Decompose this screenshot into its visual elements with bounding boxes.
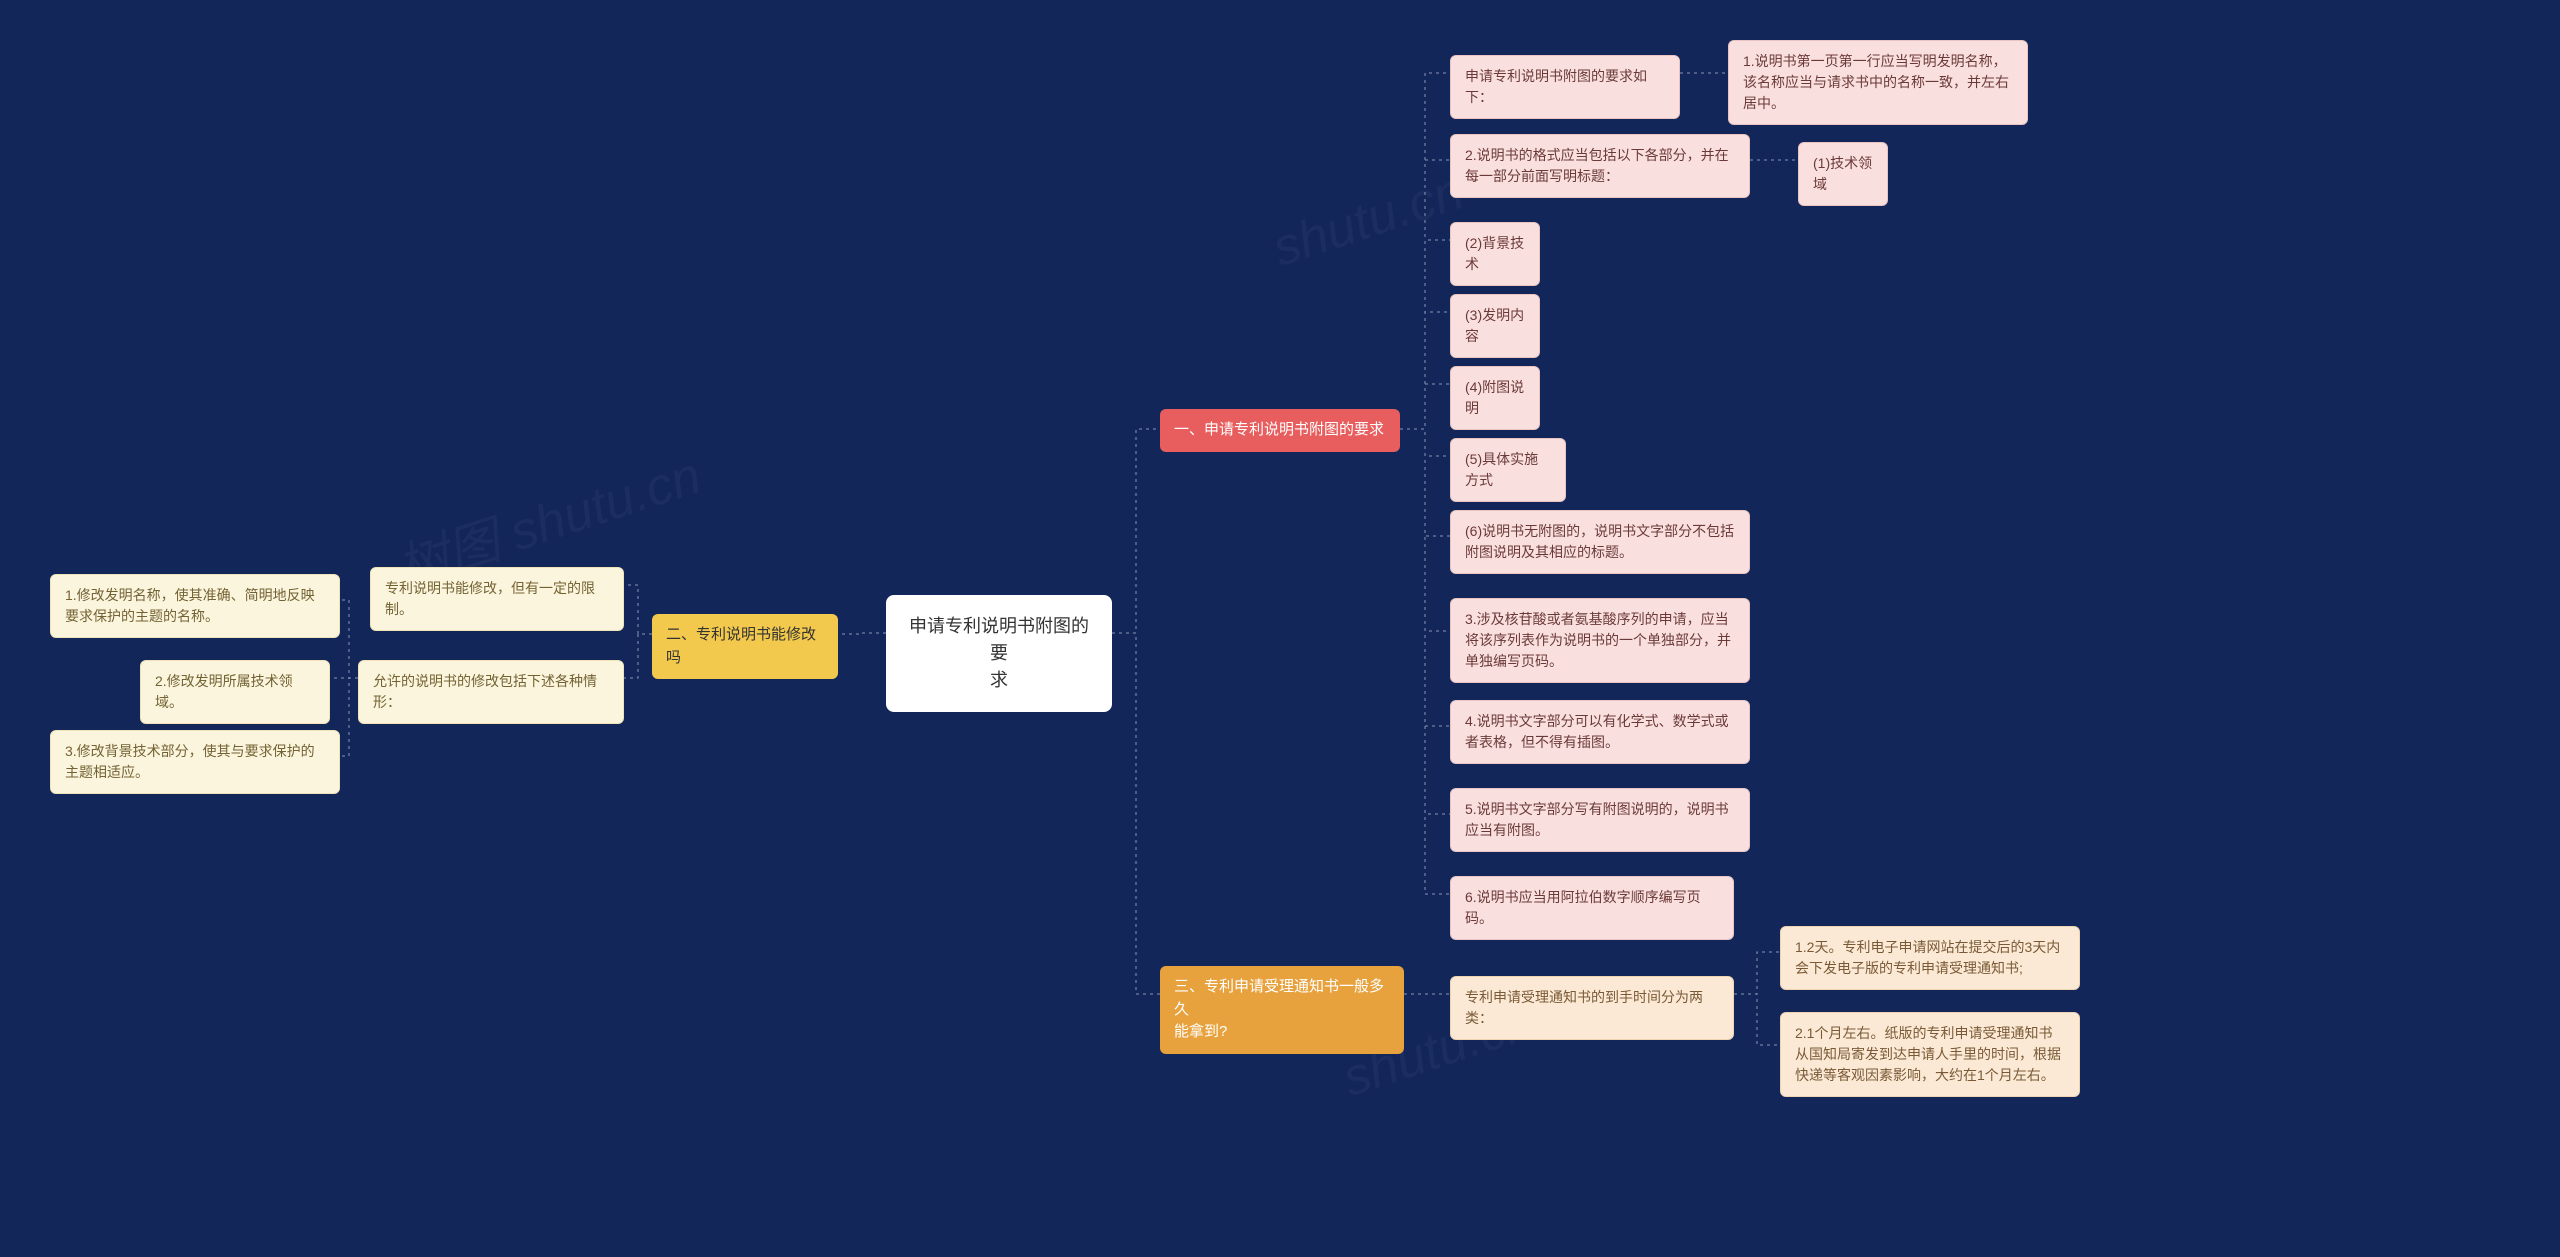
branch-b1: 一、申请专利说明书附图的要求 xyxy=(1160,409,1400,452)
node-b2c2a: 1.修改发明名称，使其准确、简明地反映要求保护的主题的名称。 xyxy=(50,574,340,638)
node-b1c5: (4)附图说明 xyxy=(1450,366,1540,430)
watermark: shutu.cn xyxy=(1266,161,1471,279)
node-b1c6: (5)具体实施方式 xyxy=(1450,438,1566,502)
node-b1c2a: (1)技术领域 xyxy=(1798,142,1888,206)
node-b1c1: 申请专利说明书附图的要求如下： xyxy=(1450,55,1680,119)
branch-b3: 三、专利申请受理通知书一般多久能拿到? xyxy=(1160,966,1404,1054)
node-b1c11: 6.说明书应当用阿拉伯数字顺序编写页码。 xyxy=(1450,876,1734,940)
branch-b2: 二、专利说明书能修改吗 xyxy=(652,614,838,679)
node-b1c4: (3)发明内容 xyxy=(1450,294,1540,358)
node-b2c1: 专利说明书能修改，但有一定的限制。 xyxy=(370,567,624,631)
node-b3c1b: 2.1个月左右。纸版的专利申请受理通知书从国知局寄发到达申请人手里的时间，根据快… xyxy=(1780,1012,2080,1097)
node-b1c2: 2.说明书的格式应当包括以下各部分，并在每一部分前面写明标题： xyxy=(1450,134,1750,198)
node-b2c2: 允许的说明书的修改包括下述各种情形： xyxy=(358,660,624,724)
node-b1c7: (6)说明书无附图的，说明书文字部分不包括附图说明及其相应的标题。 xyxy=(1450,510,1750,574)
node-b3c1: 专利申请受理通知书的到手时间分为两类： xyxy=(1450,976,1734,1040)
node-b1c10: 5.说明书文字部分写有附图说明的，说明书应当有附图。 xyxy=(1450,788,1750,852)
root-node: 申请专利说明书附图的要求 xyxy=(886,595,1112,712)
node-b2c2b: 2.修改发明所属技术领域。 xyxy=(140,660,330,724)
node-b2c2c: 3.修改背景技术部分，使其与要求保护的主题相适应。 xyxy=(50,730,340,794)
node-b1c3: (2)背景技术 xyxy=(1450,222,1540,286)
node-b1c9: 4.说明书文字部分可以有化学式、数学式或者表格，但不得有插图。 xyxy=(1450,700,1750,764)
node-b1c1a: 1.说明书第一页第一行应当写明发明名称，该名称应当与请求书中的名称一致，并左右居… xyxy=(1728,40,2028,125)
node-b3c1a: 1.2天。专利电子申请网站在提交后的3天内会下发电子版的专利申请受理通知书; xyxy=(1780,926,2080,990)
node-b1c8: 3.涉及核苷酸或者氨基酸序列的申请，应当将该序列表作为说明书的一个单独部分，并单… xyxy=(1450,598,1750,683)
